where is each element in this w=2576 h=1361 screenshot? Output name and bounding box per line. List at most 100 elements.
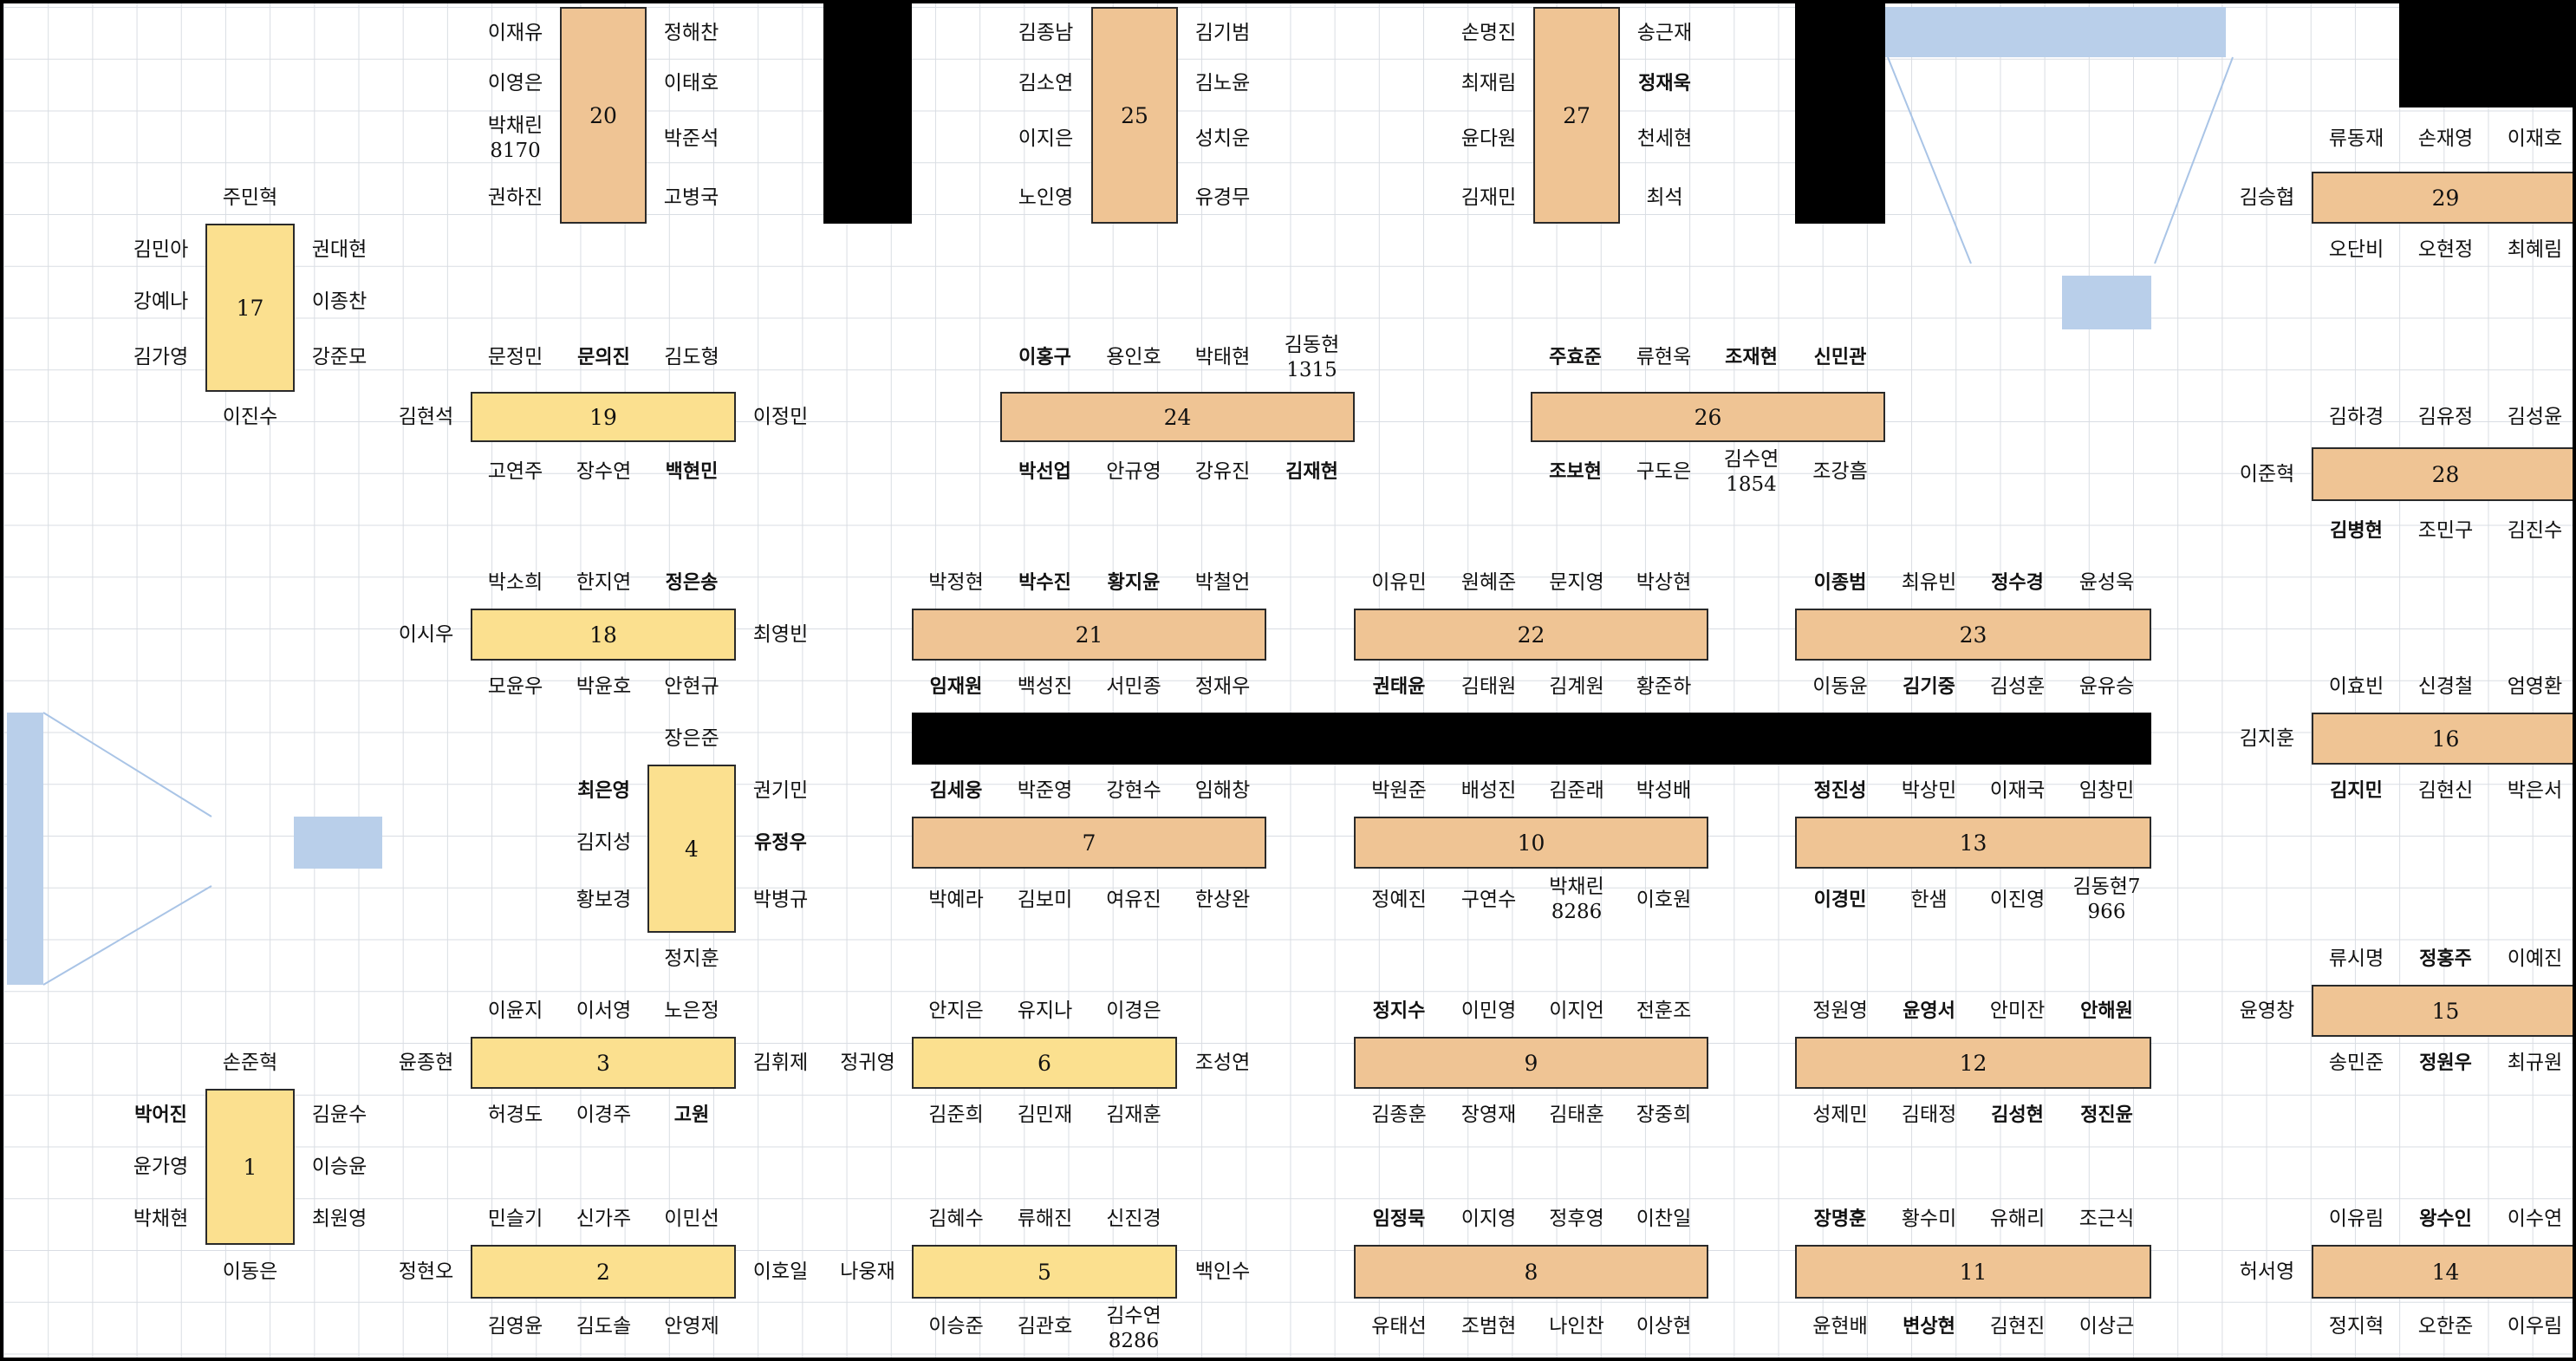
seat-name: 박병규: [752, 888, 809, 911]
seat-name: 정후영: [1549, 1207, 1604, 1230]
seat-name: 정지훈: [664, 947, 719, 970]
seat-name: 조보현: [1549, 460, 1602, 483]
seat-name: 김재현: [1285, 460, 1338, 483]
table-15[interactable]: 15: [2312, 985, 2573, 1037]
table-4[interactable]: 4: [647, 765, 736, 933]
seat-name: 한샘: [1910, 888, 1948, 911]
seat-name: 윤영창: [2239, 999, 2295, 1022]
seat-name: 김기중: [1903, 675, 1955, 698]
seat-name: 문의진: [577, 346, 630, 368]
seat-name: 김세웅: [929, 779, 983, 802]
table-28[interactable]: 28: [2312, 447, 2573, 501]
seat-name: 정재욱: [1638, 72, 1691, 94]
table-20[interactable]: 20: [560, 7, 647, 224]
seat-name: 고병국: [663, 186, 719, 209]
blue-block: [2062, 276, 2151, 329]
seat-name: 박상민: [1901, 778, 1957, 802]
seat-name: 김관호: [1017, 1314, 1073, 1338]
seat-name: 이진수: [222, 405, 278, 428]
table-7[interactable]: 7: [912, 817, 1266, 869]
seat-name: 유정우: [754, 831, 807, 854]
seat-name: 이경주: [576, 1103, 632, 1126]
seat-name: 신진경: [1106, 1207, 1161, 1230]
seat-name: 조범현: [1460, 1314, 1517, 1338]
table-27[interactable]: 27: [1533, 7, 1620, 224]
table-6[interactable]: 6: [912, 1037, 1177, 1089]
seat-name: 최은영: [577, 779, 630, 802]
blue-block: [7, 713, 43, 985]
seat-name: 박채린 8170: [487, 114, 543, 162]
seat-name: 허경도: [487, 1103, 543, 1126]
table-1[interactable]: 1: [205, 1089, 295, 1245]
seat-name: 권하진: [487, 186, 543, 209]
table-19[interactable]: 19: [471, 392, 736, 442]
seat-name: 김현석: [398, 405, 454, 428]
seat-name: 김재민: [1460, 186, 1517, 209]
seat-name: 성제민: [1812, 1103, 1868, 1126]
seat-name: 임해창: [1194, 778, 1251, 802]
seat-name: 김기범: [1194, 21, 1251, 44]
seat-name: 손명진: [1460, 21, 1517, 44]
seat-name: 정수경: [1991, 571, 2044, 594]
seat-name: 윤유승: [2078, 674, 2135, 698]
seat-name: 조강흠: [1812, 459, 1868, 483]
table-13[interactable]: 13: [1795, 817, 2151, 869]
seat-name: 오현정: [2417, 238, 2474, 261]
table-26[interactable]: 26: [1531, 392, 1885, 442]
table-9[interactable]: 9: [1354, 1037, 1708, 1089]
seat-name: 김준희: [928, 1103, 984, 1126]
table-25[interactable]: 25: [1091, 7, 1178, 224]
seat-name: 조민구: [2417, 518, 2474, 542]
seat-name: 이지언: [1549, 999, 1604, 1022]
table-5[interactable]: 5: [912, 1245, 1177, 1299]
table-21[interactable]: 21: [912, 609, 1266, 661]
table-11[interactable]: 11: [1795, 1245, 2151, 1299]
table-22[interactable]: 22: [1354, 609, 1708, 661]
table-14[interactable]: 14: [2312, 1245, 2573, 1299]
seat-name: 윤현배: [1812, 1314, 1868, 1338]
table-18[interactable]: 18: [471, 609, 736, 661]
seat-name: 정진윤: [2080, 1104, 2133, 1126]
seat-name: 윤가영: [133, 1155, 189, 1178]
table-29[interactable]: 29: [2312, 172, 2573, 224]
table-17[interactable]: 17: [205, 224, 295, 392]
seat-name: 이홍구: [1018, 346, 1071, 368]
seat-name: 구연수: [1460, 888, 1517, 911]
blue-block: [294, 817, 382, 869]
seat-name: 정귀영: [840, 1051, 895, 1074]
seat-name: 장중희: [1636, 1103, 1692, 1126]
seat-name: 성치운: [1194, 127, 1251, 150]
table-8[interactable]: 8: [1354, 1245, 1708, 1299]
table-23[interactable]: 23: [1795, 609, 2151, 661]
seat-name: 박은서: [2507, 778, 2563, 802]
seat-name: 박상현: [1636, 570, 1692, 594]
seat-name: 박정현: [928, 570, 984, 594]
seat-name: 고원: [673, 1104, 710, 1126]
seat-name: 강예나: [133, 290, 189, 313]
seat-name: 김노윤: [1194, 71, 1251, 94]
table-12[interactable]: 12: [1795, 1037, 2151, 1089]
seat-name: 김승협: [2239, 186, 2295, 209]
table-16[interactable]: 16: [2312, 713, 2573, 765]
seat-name: 나웅재: [840, 1260, 895, 1283]
seat-name: 윤종현: [398, 1051, 454, 1074]
seat-name: 천세현: [1636, 127, 1693, 150]
seat-name: 안규영: [1106, 459, 1161, 483]
seat-name: 이영은: [487, 71, 543, 94]
seat-name: 주민혁: [222, 186, 278, 209]
seat-name: 용인호: [1106, 345, 1161, 368]
table-10[interactable]: 10: [1354, 817, 1708, 869]
seat-name: 이재국: [1989, 778, 2046, 802]
seat-name: 안지은: [928, 999, 984, 1022]
black-block: [1795, 3, 1885, 224]
table-3[interactable]: 3: [471, 1037, 736, 1089]
seat-name: 안영제: [664, 1314, 719, 1338]
seat-name: 정지수: [1372, 1000, 1426, 1022]
black-block: [912, 713, 2151, 765]
seat-name: 박준석: [663, 127, 719, 150]
table-2[interactable]: 2: [471, 1245, 736, 1299]
seat-name: 이민선: [664, 1207, 719, 1230]
table-24[interactable]: 24: [1000, 392, 1355, 442]
seat-name: 박성배: [1636, 778, 1692, 802]
seat-name: 김도형: [664, 345, 719, 368]
